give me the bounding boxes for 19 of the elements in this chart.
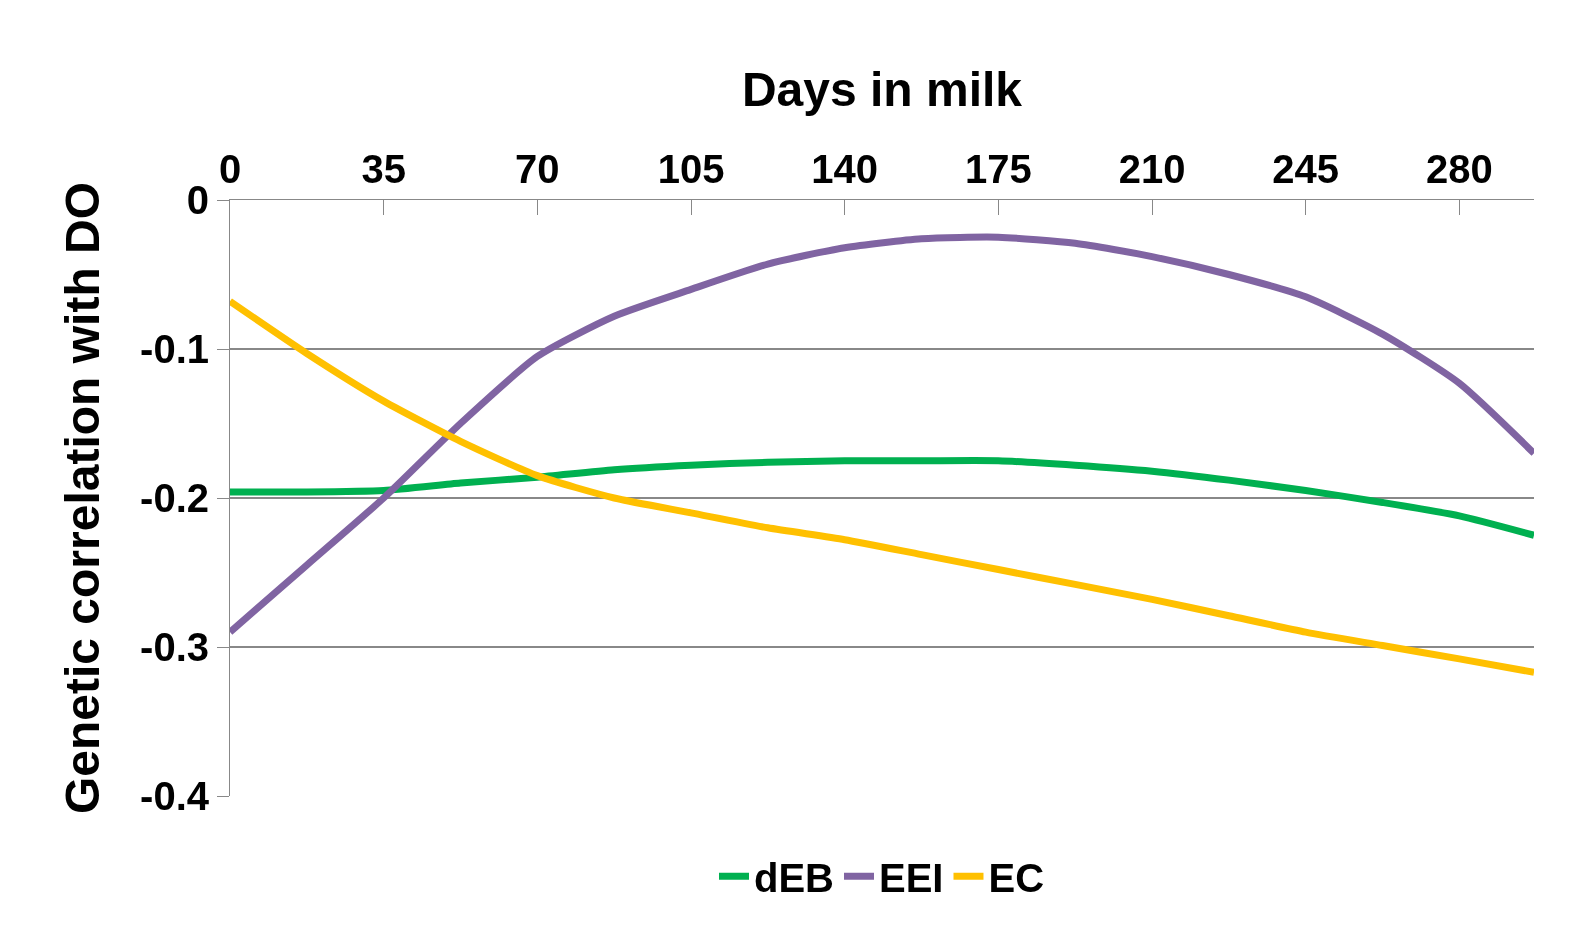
x-tick-label: 245 bbox=[1272, 147, 1340, 191]
x-axis-title: Days in milk bbox=[741, 62, 1023, 116]
x-tick-label: 140 bbox=[811, 147, 879, 191]
y-axis-title: Genetic correlation with DO bbox=[55, 181, 109, 815]
x-tick-label: 105 bbox=[657, 147, 725, 191]
y-tick-label: -0.2 bbox=[140, 476, 209, 520]
x-tick-label: 70 bbox=[515, 147, 560, 191]
y-tick-label: 0 bbox=[186, 178, 209, 222]
x-tick-label: 35 bbox=[361, 147, 406, 191]
x-tick-label: 0 bbox=[218, 147, 242, 191]
legend-label: dEB bbox=[754, 855, 834, 900]
y-tick-label: -0.3 bbox=[140, 625, 209, 669]
x-tick-label: 280 bbox=[1425, 147, 1493, 191]
legend-label: EC bbox=[988, 855, 1045, 900]
y-tick-label: -0.1 bbox=[140, 327, 209, 371]
legend-label: EEI bbox=[879, 855, 944, 900]
x-tick-label: 210 bbox=[1118, 147, 1186, 191]
x-tick-label: 175 bbox=[964, 147, 1032, 191]
y-tick-label: -0.4 bbox=[140, 774, 210, 818]
